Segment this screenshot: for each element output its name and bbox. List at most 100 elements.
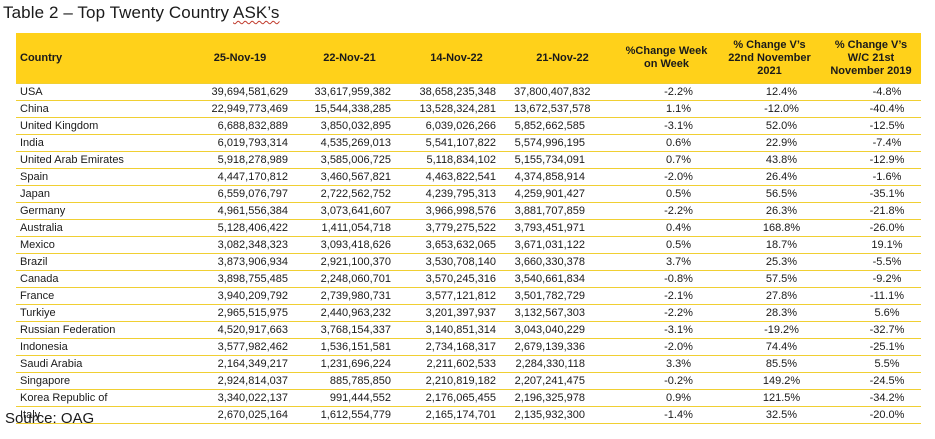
cell-change-2019: -34.2% (821, 389, 921, 407)
cell-change-week: 0.5% (615, 185, 718, 203)
cell-21-nov-22: 2,135,932,300 (510, 406, 615, 424)
cell-25-nov-19: 3,873,906,934 (184, 253, 296, 271)
cell-14-nov-22: 3,653,632,065 (403, 236, 510, 254)
cell-change-2021: 26.3% (718, 202, 821, 220)
cell-change-week: -2.0% (615, 168, 718, 186)
cell-change-week: 0.9% (615, 389, 718, 407)
cell-25-nov-19: 39,694,581,629 (184, 83, 296, 101)
cell-25-nov-19: 6,019,793,314 (184, 134, 296, 152)
header-change-2021: % Change V’s 22nd November 2021 (718, 33, 821, 84)
cell-change-2021: 74.4% (718, 338, 821, 356)
cell-change-2019: -1.6% (821, 168, 921, 186)
cell-change-2019: -11.1% (821, 287, 921, 305)
cell-25-nov-19: 3,940,209,792 (184, 287, 296, 305)
cell-21-nov-22: 3,671,031,122 (510, 236, 615, 254)
cell-change-2021: -12.0% (718, 100, 821, 118)
cell-change-2019: -24.5% (821, 372, 921, 390)
cell-change-2019: 5.5% (821, 355, 921, 373)
table-row: Spain 4,447,170,812 3,460,567,821 4,463,822… (16, 168, 921, 186)
table-row: United Arab Emirates 5,918,278,989 3,585,0… (16, 151, 921, 169)
cell-14-nov-22: 2,165,174,701 (403, 406, 510, 424)
cell-change-2019: -5.5% (821, 253, 921, 271)
cell-change-week: -3.1% (615, 321, 718, 339)
cell-25-nov-19: 4,447,170,812 (184, 168, 296, 186)
cell-change-2021: 12.4% (718, 83, 821, 101)
cell-country: China (16, 100, 184, 118)
cell-country: Italy (16, 406, 184, 424)
table-row: Saudi Arabia 2,164,349,217 1,231,696,224 2,… (16, 355, 921, 373)
cell-change-2021: 26.4% (718, 168, 821, 186)
cell-change-week: 0.4% (615, 219, 718, 237)
table-row: Turkiye 2,965,515,975 2,440,963,232 3,201,3… (16, 304, 921, 322)
cell-change-week: -0.2% (615, 372, 718, 390)
cell-change-2021: 52.0% (718, 117, 821, 135)
cell-25-nov-19: 2,965,515,975 (184, 304, 296, 322)
cell-14-nov-22: 2,211,602,533 (403, 355, 510, 373)
cell-change-2021: 43.8% (718, 151, 821, 169)
table-row: Russian Federation 4,520,917,663 3,768,154… (16, 321, 921, 339)
cell-14-nov-22: 3,140,851,314 (403, 321, 510, 339)
header-21-nov-22: 21-Nov-22 (510, 33, 615, 84)
cell-14-nov-22: 4,463,822,541 (403, 168, 510, 186)
cell-21-nov-22: 3,660,330,378 (510, 253, 615, 271)
cell-14-nov-22: 6,039,026,266 (403, 117, 510, 135)
cell-22-nov-21: 3,093,418,626 (296, 236, 403, 254)
cell-change-2019: -32.7% (821, 321, 921, 339)
cell-21-nov-22: 3,793,451,971 (510, 219, 615, 237)
cell-change-2019: 19.1% (821, 236, 921, 254)
cell-14-nov-22: 3,530,708,140 (403, 253, 510, 271)
country-ask-table: Country 25-Nov-19 22-Nov-21 14-Nov-22 21… (16, 33, 921, 424)
cell-21-nov-22: 3,043,040,229 (510, 321, 615, 339)
cell-change-2021: 28.3% (718, 304, 821, 322)
cell-change-week: 1.1% (615, 100, 718, 118)
cell-14-nov-22: 2,176,065,455 (403, 389, 510, 407)
cell-21-nov-22: 3,540,661,834 (510, 270, 615, 288)
cell-25-nov-19: 2,924,814,037 (184, 372, 296, 390)
table-title: Table 2 – Top Twenty Country ASK’s (3, 3, 280, 23)
cell-21-nov-22: 2,196,325,978 (510, 389, 615, 407)
header-change-2019: % Change V’s W/C 21st November 2019 (821, 33, 921, 84)
cell-change-2021: 168.8% (718, 219, 821, 237)
cell-change-week: -0.8% (615, 270, 718, 288)
cell-country: Japan (16, 185, 184, 203)
table-row: United Kingdom 6,688,832,889 3,850,032,895… (16, 117, 921, 135)
cell-14-nov-22: 5,541,107,822 (403, 134, 510, 152)
cell-21-nov-22: 4,374,858,914 (510, 168, 615, 186)
cell-22-nov-21: 2,921,100,370 (296, 253, 403, 271)
table-header: Country 25-Nov-19 22-Nov-21 14-Nov-22 21… (16, 33, 921, 84)
cell-change-week: -1.4% (615, 406, 718, 424)
cell-21-nov-22: 2,207,241,475 (510, 372, 615, 390)
cell-21-nov-22: 5,155,734,091 (510, 151, 615, 169)
cell-change-2019: -40.4% (821, 100, 921, 118)
header-22-nov-21: 22-Nov-21 (296, 33, 403, 84)
cell-change-2021: 85.5% (718, 355, 821, 373)
cell-14-nov-22: 2,734,168,317 (403, 338, 510, 356)
cell-change-week: -2.2% (615, 83, 718, 101)
cell-14-nov-22: 4,239,795,313 (403, 185, 510, 203)
table-title-underlined: ASK’s (233, 3, 280, 22)
cell-25-nov-19: 2,670,025,164 (184, 406, 296, 424)
cell-21-nov-22: 3,132,567,303 (510, 304, 615, 322)
cell-change-2021: 25.3% (718, 253, 821, 271)
cell-change-2021: 22.9% (718, 134, 821, 152)
cell-change-2021: 121.5% (718, 389, 821, 407)
cell-change-week: -2.2% (615, 202, 718, 220)
cell-25-nov-19: 6,559,076,797 (184, 185, 296, 203)
cell-22-nov-21: 2,722,562,752 (296, 185, 403, 203)
header-change-week: %Change Week on Week (615, 33, 718, 84)
cell-22-nov-21: 2,248,060,701 (296, 270, 403, 288)
cell-14-nov-22: 38,658,235,348 (403, 83, 510, 101)
cell-change-week: -2.2% (615, 304, 718, 322)
cell-25-nov-19: 6,688,832,889 (184, 117, 296, 135)
cell-country: Saudi Arabia (16, 355, 184, 373)
cell-change-week: 3.7% (615, 253, 718, 271)
header-25-nov-19: 25-Nov-19 (184, 33, 296, 84)
table-row: India 6,019,793,314 4,535,269,013 5,541,107… (16, 134, 921, 152)
cell-country: Spain (16, 168, 184, 186)
cell-country: France (16, 287, 184, 305)
cell-change-2019: -20.0% (821, 406, 921, 424)
table-row: Germany 4,961,556,384 3,073,641,607 3,966,9… (16, 202, 921, 220)
cell-22-nov-21: 1,612,554,779 (296, 406, 403, 424)
cell-change-2021: 27.8% (718, 287, 821, 305)
cell-country: Korea Republic of (16, 389, 184, 407)
